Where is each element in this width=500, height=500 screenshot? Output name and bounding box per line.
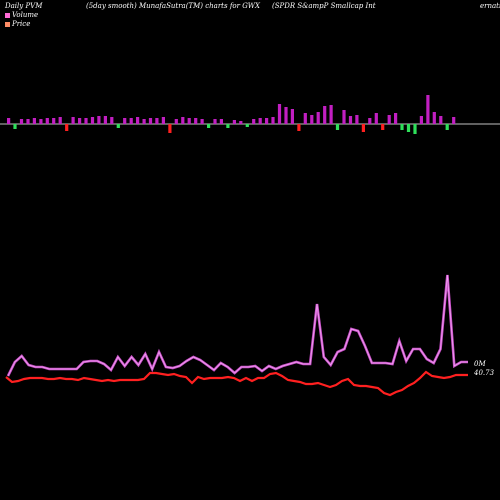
volume-bar xyxy=(71,117,75,124)
legend-price-swatch xyxy=(5,21,10,27)
volume-bar xyxy=(58,117,62,124)
volume-bar xyxy=(432,112,436,124)
volume-bars xyxy=(7,95,456,134)
price-line xyxy=(5,370,468,397)
volume-bar xyxy=(271,117,275,124)
volume-bar xyxy=(39,119,43,124)
volume-bar xyxy=(329,105,333,124)
volume-bar xyxy=(265,118,269,124)
volume-bar xyxy=(136,117,140,124)
volume-bar xyxy=(65,124,69,131)
volume-bar xyxy=(13,124,17,129)
volume-bar xyxy=(78,118,82,124)
volume-bar xyxy=(245,124,249,127)
chart-header-left: Daily PVM xyxy=(5,2,43,10)
volume-bar xyxy=(148,118,153,124)
volume-bar xyxy=(426,95,430,124)
end-label-lower: 40.73 xyxy=(473,369,495,377)
volume-bar xyxy=(239,121,243,124)
volume-bar xyxy=(7,118,11,124)
volume-bar xyxy=(297,124,301,131)
volume-bar xyxy=(258,118,262,124)
volume-bar xyxy=(161,117,165,124)
volume-line xyxy=(6,274,468,377)
volume-bar xyxy=(32,118,36,124)
volume-bar xyxy=(374,113,378,124)
legend-volume-swatch xyxy=(5,12,10,18)
end-label-upper: 0M xyxy=(474,360,486,368)
volume-line-highlight xyxy=(7,274,468,377)
volume-bar xyxy=(181,117,185,124)
volume-bar xyxy=(335,124,340,130)
volume-bar xyxy=(19,119,24,124)
volume-bar xyxy=(387,115,391,124)
volume-bar xyxy=(413,124,417,134)
volume-bar xyxy=(110,117,114,124)
volume-bar xyxy=(394,113,398,124)
chart-header-right-clip: ernatio xyxy=(480,2,500,10)
volume-bar xyxy=(323,106,327,124)
volume-bar xyxy=(168,124,172,133)
volume-bar xyxy=(310,115,314,124)
volume-bar xyxy=(26,119,30,124)
volume-bar xyxy=(316,112,320,124)
volume-bar xyxy=(219,119,223,124)
volume-bar xyxy=(155,118,159,124)
legend-price-label: Price xyxy=(12,20,31,28)
volume-bar xyxy=(116,124,120,128)
volume-bar xyxy=(406,124,411,132)
volume-bar xyxy=(142,119,146,124)
legend-volume: Volume xyxy=(5,11,38,19)
volume-bar xyxy=(439,116,443,124)
volume-bar xyxy=(277,104,282,124)
volume-bar xyxy=(342,110,346,124)
volume-bar xyxy=(355,115,359,124)
volume-bar xyxy=(452,117,456,124)
volume-bar xyxy=(84,118,88,124)
volume-bar xyxy=(123,118,127,124)
volume-bar xyxy=(348,116,353,124)
volume-bar xyxy=(200,119,204,124)
volume-bar xyxy=(226,124,230,128)
volume-bar xyxy=(174,119,178,124)
volume-bar xyxy=(368,118,372,124)
volume-bar xyxy=(129,118,133,124)
volume-bar xyxy=(52,118,56,124)
chart-header-right: (SPDR S&ampP Smallcap Int xyxy=(272,2,376,10)
volume-bar xyxy=(97,116,101,124)
volume-bar xyxy=(194,118,198,124)
volume-bar xyxy=(361,124,365,132)
chart-header-center: (5day smooth) MunafaSutra(TM) charts for… xyxy=(86,2,260,10)
volume-bar xyxy=(187,118,191,124)
volume-bar xyxy=(290,109,294,124)
volume-bar xyxy=(232,120,236,124)
volume-bar xyxy=(103,116,107,124)
volume-bar xyxy=(45,118,49,124)
volume-bar xyxy=(381,124,385,130)
volume-bar xyxy=(400,124,404,130)
volume-bar xyxy=(207,124,211,128)
volume-bar xyxy=(90,117,95,124)
volume-bar xyxy=(284,107,288,124)
volume-bar xyxy=(303,113,307,124)
volume-bar xyxy=(445,124,449,130)
legend-price: Price xyxy=(5,20,30,28)
legend-volume-label: Volume xyxy=(12,11,39,19)
volume-bar xyxy=(419,116,423,124)
volume-bar xyxy=(252,119,256,124)
volume-bar xyxy=(213,119,217,124)
